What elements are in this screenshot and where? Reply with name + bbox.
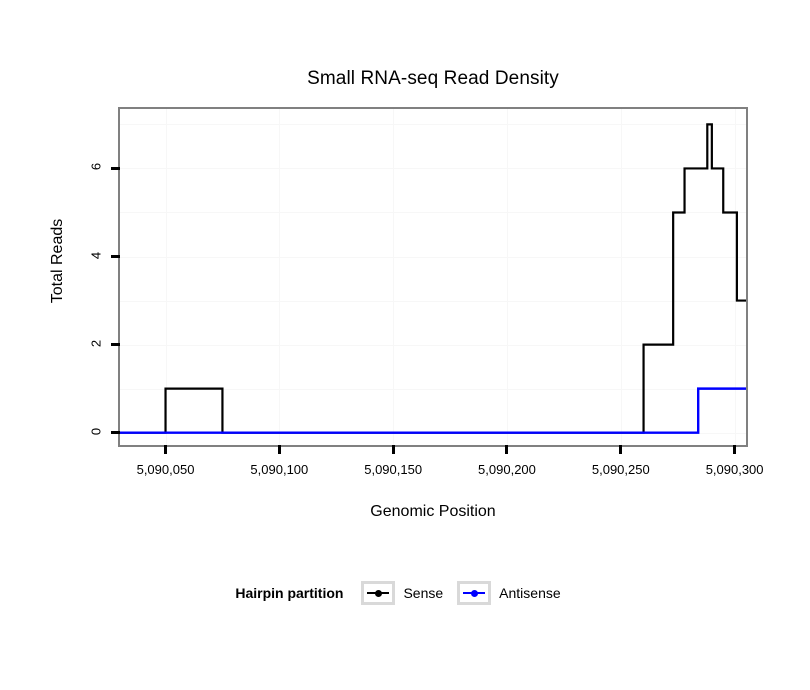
chart-title: Small RNA-seq Read Density bbox=[307, 68, 559, 89]
legend-key-antisense-icon bbox=[457, 581, 492, 605]
series-line-sense bbox=[120, 124, 746, 432]
gridline-vertical bbox=[620, 109, 622, 445]
y-tick-label: 4 bbox=[88, 251, 104, 259]
plot-panel: 0 2 4 6 bbox=[89, 107, 748, 454]
gridline-vertical bbox=[165, 109, 167, 445]
x-tick-label: 5,090,250 bbox=[591, 462, 650, 477]
gridline-horizontal bbox=[120, 388, 746, 390]
x-tick-mark bbox=[733, 445, 737, 454]
legend-key-sense-icon bbox=[361, 581, 396, 605]
gridline-horizontal bbox=[120, 344, 746, 346]
x-tick-label: 5,090,100 bbox=[250, 462, 309, 477]
y-tick-mark bbox=[111, 255, 120, 259]
x-tick-mark bbox=[277, 445, 281, 454]
legend-key-dot bbox=[470, 589, 478, 597]
x-tick-label: 5,090,150 bbox=[364, 462, 423, 477]
gridline-vertical bbox=[734, 109, 736, 445]
chart-legend: Hairpin partition Sense Antisense bbox=[0, 581, 810, 605]
legend-key-dot bbox=[374, 589, 382, 597]
y-tick-mark bbox=[111, 166, 120, 170]
gridline-vertical bbox=[279, 109, 281, 445]
data-series-layer bbox=[120, 109, 746, 445]
series-line-antisense bbox=[120, 389, 746, 433]
x-axis-title: Genomic Position bbox=[370, 503, 496, 520]
x-tick-label: 5,090,300 bbox=[705, 462, 764, 477]
gridline-horizontal bbox=[120, 124, 746, 126]
x-tick-label: 5,090,050 bbox=[136, 462, 195, 477]
x-tick-mark bbox=[391, 445, 395, 454]
legend-label-sense: Sense bbox=[403, 585, 444, 601]
x-tick-label: 5,090,200 bbox=[478, 462, 536, 477]
gridline-horizontal bbox=[120, 168, 746, 170]
x-tick-mark bbox=[619, 445, 623, 454]
y-tick-label: 0 bbox=[88, 427, 104, 435]
gridline-horizontal bbox=[120, 212, 746, 214]
x-tick-mark bbox=[505, 445, 509, 454]
y-tick-label: 2 bbox=[88, 339, 104, 347]
x-tick-mark bbox=[164, 445, 168, 454]
gridline-horizontal bbox=[120, 256, 746, 258]
gridline-vertical bbox=[506, 109, 508, 445]
y-axis-title: Total Reads bbox=[49, 218, 66, 304]
y-tick-mark bbox=[111, 431, 120, 435]
legend-label-antisense: Antisense bbox=[499, 585, 561, 601]
gridline-vertical bbox=[393, 109, 395, 445]
legend-entry-sense[interactable]: Sense bbox=[361, 581, 443, 605]
gridline-horizontal bbox=[120, 300, 746, 302]
legend-title: Hairpin partition bbox=[235, 585, 344, 601]
plot-area bbox=[120, 109, 746, 445]
y-tick-label: 6 bbox=[88, 163, 104, 171]
legend-entry-antisense[interactable]: Antisense bbox=[457, 581, 561, 605]
y-tick-mark bbox=[111, 343, 120, 347]
